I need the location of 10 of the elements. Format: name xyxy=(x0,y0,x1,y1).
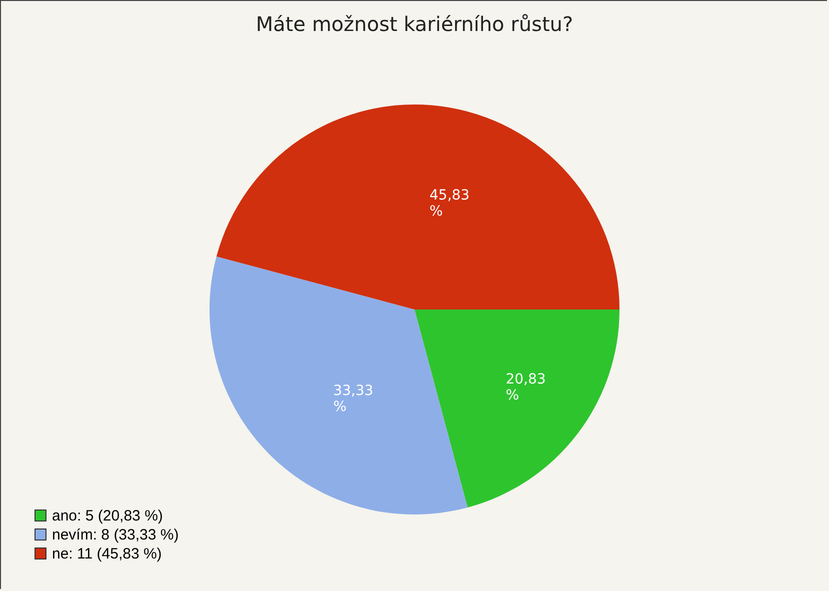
legend-label: ano: 5 (20,83 %) xyxy=(52,508,163,524)
data-label: 33,33 % xyxy=(333,382,374,415)
data-label: 45,83 % xyxy=(430,187,470,220)
legend-label: ne: 11 (45,83 %) xyxy=(52,546,162,562)
chart-title: Máte možnost kariérního růstu? xyxy=(256,12,574,36)
pie-slice xyxy=(216,104,620,310)
pie-slice xyxy=(210,256,468,514)
data-label: 20,83 % xyxy=(506,372,546,404)
pie-slice xyxy=(414,310,620,508)
legend-label: nevím: 8 (33,33 %) xyxy=(52,526,179,544)
